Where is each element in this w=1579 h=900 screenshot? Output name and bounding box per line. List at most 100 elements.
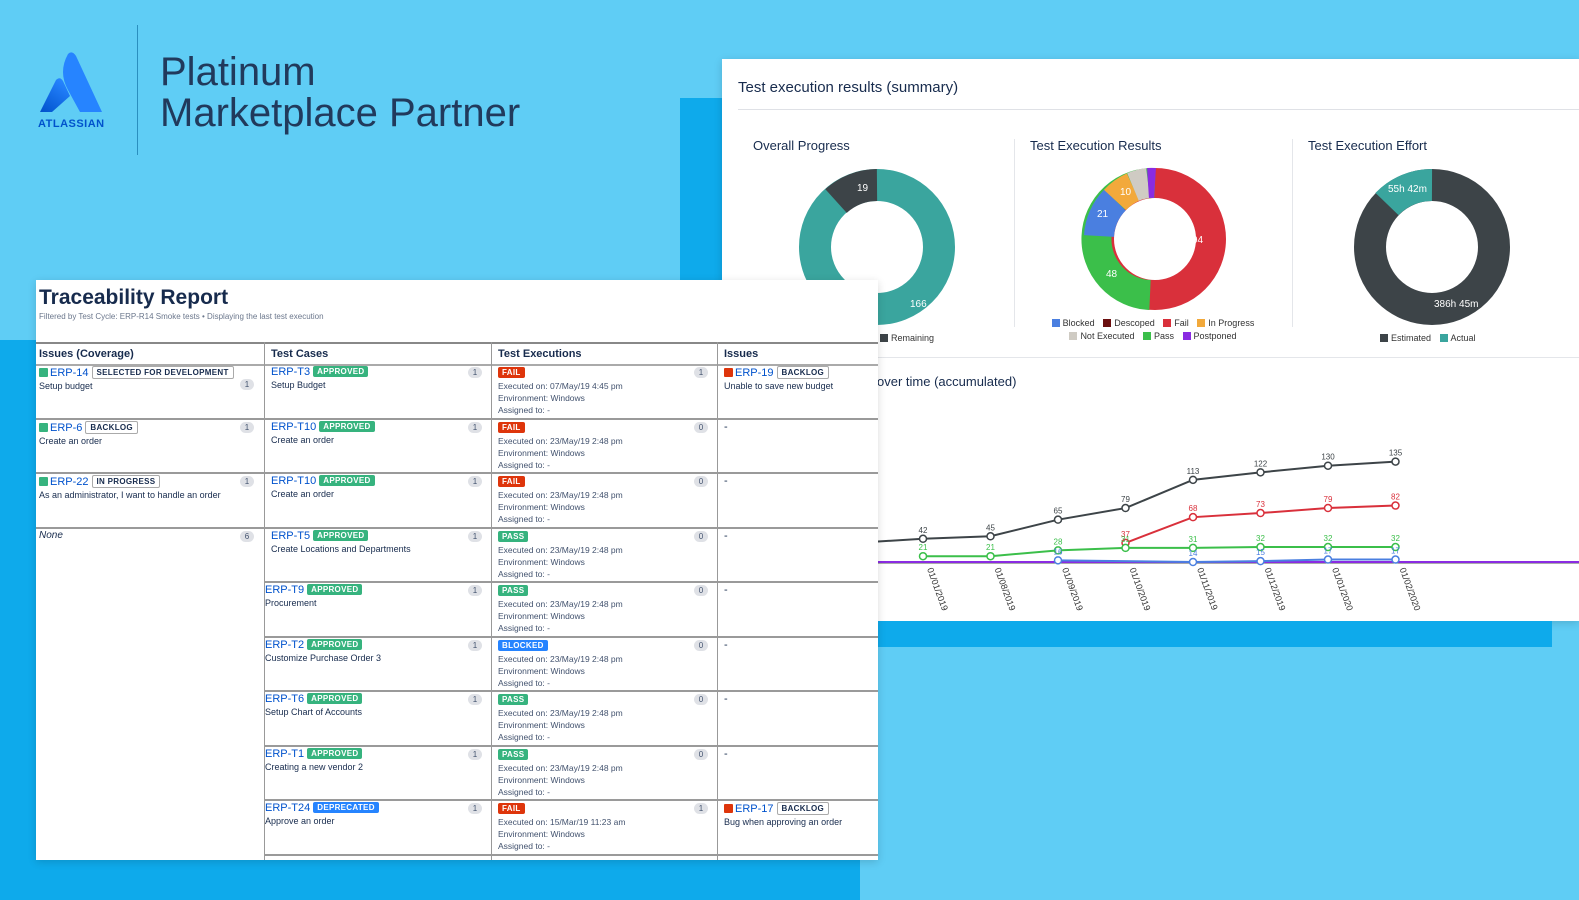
data-point bbox=[1323, 461, 1333, 470]
row-divider bbox=[264, 690, 878, 692]
donut-label-blocked: 21 bbox=[1097, 209, 1109, 220]
coverage-cell: None bbox=[39, 530, 261, 541]
coverage-cell: ERP-22 IN PROGRESS As an administrator, I … bbox=[39, 475, 261, 500]
test-case-key[interactable]: ERP-T24 bbox=[265, 802, 311, 814]
assigned-to: Assigned to: - bbox=[498, 677, 550, 688]
donut-notexec-arc bbox=[1127, 168, 1151, 202]
test-case-count: 1 bbox=[468, 585, 482, 596]
data-label: 16 bbox=[1054, 547, 1063, 556]
environment: Environment: Windows bbox=[498, 611, 585, 621]
bug-icon bbox=[724, 804, 733, 813]
coverage-issue-key[interactable]: ERP-6 bbox=[50, 421, 83, 434]
coverage-issue-summary: Setup budget bbox=[39, 381, 93, 391]
test-case-status: APPROVED bbox=[313, 529, 369, 541]
data-point bbox=[1391, 542, 1400, 552]
partner-line-1: Platinum bbox=[160, 50, 316, 94]
data-point bbox=[1256, 542, 1265, 552]
test-case-cell: ERP-T10 APPROVED Create an order bbox=[271, 420, 486, 445]
data-label: 17 bbox=[1324, 547, 1333, 556]
results-legend: Blocked Descoped Fail In Progress Not Ex… bbox=[1046, 318, 1266, 341]
linked-issue-cell: - bbox=[724, 639, 874, 651]
data-label: 14 bbox=[1189, 549, 1198, 558]
coverage-issue-summary: As an administrator, I want to handle an… bbox=[39, 490, 221, 500]
linked-issue-key[interactable]: ERP-17 bbox=[735, 803, 774, 815]
execution-effort-donut: 55h 42m 386h 45m bbox=[1354, 168, 1510, 325]
linked-issue-summary: Unable to save new budget bbox=[724, 381, 834, 391]
linked-issue-cell: - bbox=[724, 530, 874, 542]
row-divider bbox=[264, 744, 878, 747]
environment: Environment: Windows bbox=[498, 447, 585, 458]
coverage-cell: ERP-14 SELECTED FOR DEVELOPMENT Setup budg… bbox=[39, 366, 261, 391]
test-case-key[interactable]: ERP-T1 bbox=[265, 747, 305, 760]
overall-legend: Remaining bbox=[880, 333, 940, 343]
test-case-key[interactable]: ERP-T5 bbox=[271, 529, 311, 542]
execution-cell: FAIL Executed on: 23/May/19 2:48 pm Enviro… bbox=[498, 421, 710, 471]
traceability-report: Traceability Report Filtered by Test Cyc… bbox=[36, 280, 878, 860]
execution-count: 1 bbox=[694, 803, 708, 814]
execution-status[interactable]: FAIL bbox=[498, 367, 525, 378]
legend-not-executed: Not Executed bbox=[1080, 331, 1135, 341]
execution-count: 0 bbox=[694, 585, 708, 596]
column-divider bbox=[491, 342, 492, 860]
environment: Environment: Windows bbox=[498, 502, 585, 512]
data-label: 32 bbox=[1256, 534, 1265, 543]
x-tick-label: 01/09/2019 bbox=[1060, 566, 1085, 612]
linked-issue-key[interactable]: ERP-19 bbox=[735, 367, 774, 379]
legend-remaining: Remaining bbox=[891, 333, 935, 343]
execution-cell: FAIL Executed on: 23/May/19 2:48 pm Enviro… bbox=[498, 476, 710, 525]
x-tick-label: 01/11/2019 bbox=[1195, 566, 1220, 611]
x-tick-label: 01/12/2019 bbox=[1263, 566, 1288, 612]
linked-issue-summary: Bug when approving an order bbox=[724, 817, 843, 827]
test-case-count: 1 bbox=[468, 367, 482, 378]
partner-title: Platinum Marketplace Partner bbox=[160, 52, 520, 134]
test-case-key[interactable]: ERP-T6 bbox=[265, 693, 305, 705]
donut-label-actual: 55h 42m bbox=[1388, 184, 1427, 195]
column-divider bbox=[264, 342, 265, 860]
donut-inprogress-arc bbox=[1103, 173, 1140, 211]
environment: Environment: Windows bbox=[498, 720, 585, 730]
test-case-status: APPROVED bbox=[313, 366, 369, 377]
test-case-key[interactable]: ERP-T2 bbox=[265, 638, 305, 651]
test-case-status: APPROVED bbox=[307, 693, 363, 704]
data-label: 130 bbox=[1321, 453, 1335, 462]
coverage-none: None bbox=[39, 529, 63, 541]
coverage-issue-key[interactable]: ERP-22 bbox=[50, 476, 89, 488]
data-label: 45 bbox=[986, 523, 995, 532]
data-point bbox=[1053, 556, 1063, 565]
header-issues: Issues bbox=[724, 348, 759, 360]
execution-status[interactable]: BLOCKED bbox=[498, 639, 548, 651]
data-point bbox=[1256, 508, 1265, 518]
test-case-key[interactable]: ERP-T9 bbox=[265, 584, 305, 596]
execution-status[interactable]: PASS bbox=[498, 530, 529, 542]
status-lozenge: IN PROGRESS bbox=[91, 475, 161, 488]
execution-status[interactable]: PASS bbox=[498, 585, 529, 596]
donut-label-fail: 94 bbox=[1192, 235, 1204, 246]
execution-cell: FAIL Executed on: 15/Mar/19 11:23 am Envir… bbox=[498, 803, 710, 852]
data-label: 32 bbox=[1391, 534, 1400, 543]
execution-status[interactable]: PASS bbox=[498, 748, 529, 760]
over-time-chart-title: over time (accumulated) bbox=[877, 374, 1017, 389]
coverage-issue-key[interactable]: ERP-14 bbox=[50, 367, 89, 379]
data-point bbox=[1256, 468, 1265, 477]
partner-line-2: Marketplace Partner bbox=[160, 91, 521, 135]
execution-status[interactable]: FAIL bbox=[498, 476, 525, 487]
summary-title: Test execution results (summary) bbox=[738, 79, 959, 96]
test-case-key[interactable]: ERP-T10 bbox=[271, 475, 317, 487]
table-header: Issues (Coverage) Test Cases Test Execut… bbox=[36, 342, 878, 366]
execution-status[interactable]: PASS bbox=[498, 694, 529, 705]
test-case-key[interactable]: ERP-T3 bbox=[271, 366, 311, 378]
assigned-to: Assigned to: - bbox=[498, 623, 550, 633]
execution-cell: PASS Executed on: 23/May/19 2:48 pm Enviro… bbox=[498, 748, 710, 798]
no-linked-issue: - bbox=[724, 475, 728, 487]
execution-count: 0 bbox=[694, 530, 708, 542]
data-label: 31 bbox=[1121, 535, 1130, 544]
coverage-cell: ERP-6 BACKLOG Create an order bbox=[39, 420, 261, 446]
execution-status[interactable]: FAIL bbox=[498, 803, 525, 814]
test-case-count: 1 bbox=[468, 803, 482, 814]
donut-label-estimated: 386h 45m bbox=[1434, 299, 1478, 310]
report-subtitle: Filtered by Test Cycle: ERP-R14 Smoke te… bbox=[39, 312, 324, 321]
test-case-key[interactable]: ERP-T10 bbox=[271, 420, 317, 433]
execution-status[interactable]: FAIL bbox=[498, 421, 525, 433]
coverage-count: 1 bbox=[240, 421, 254, 433]
data-label: 21 bbox=[919, 543, 928, 552]
